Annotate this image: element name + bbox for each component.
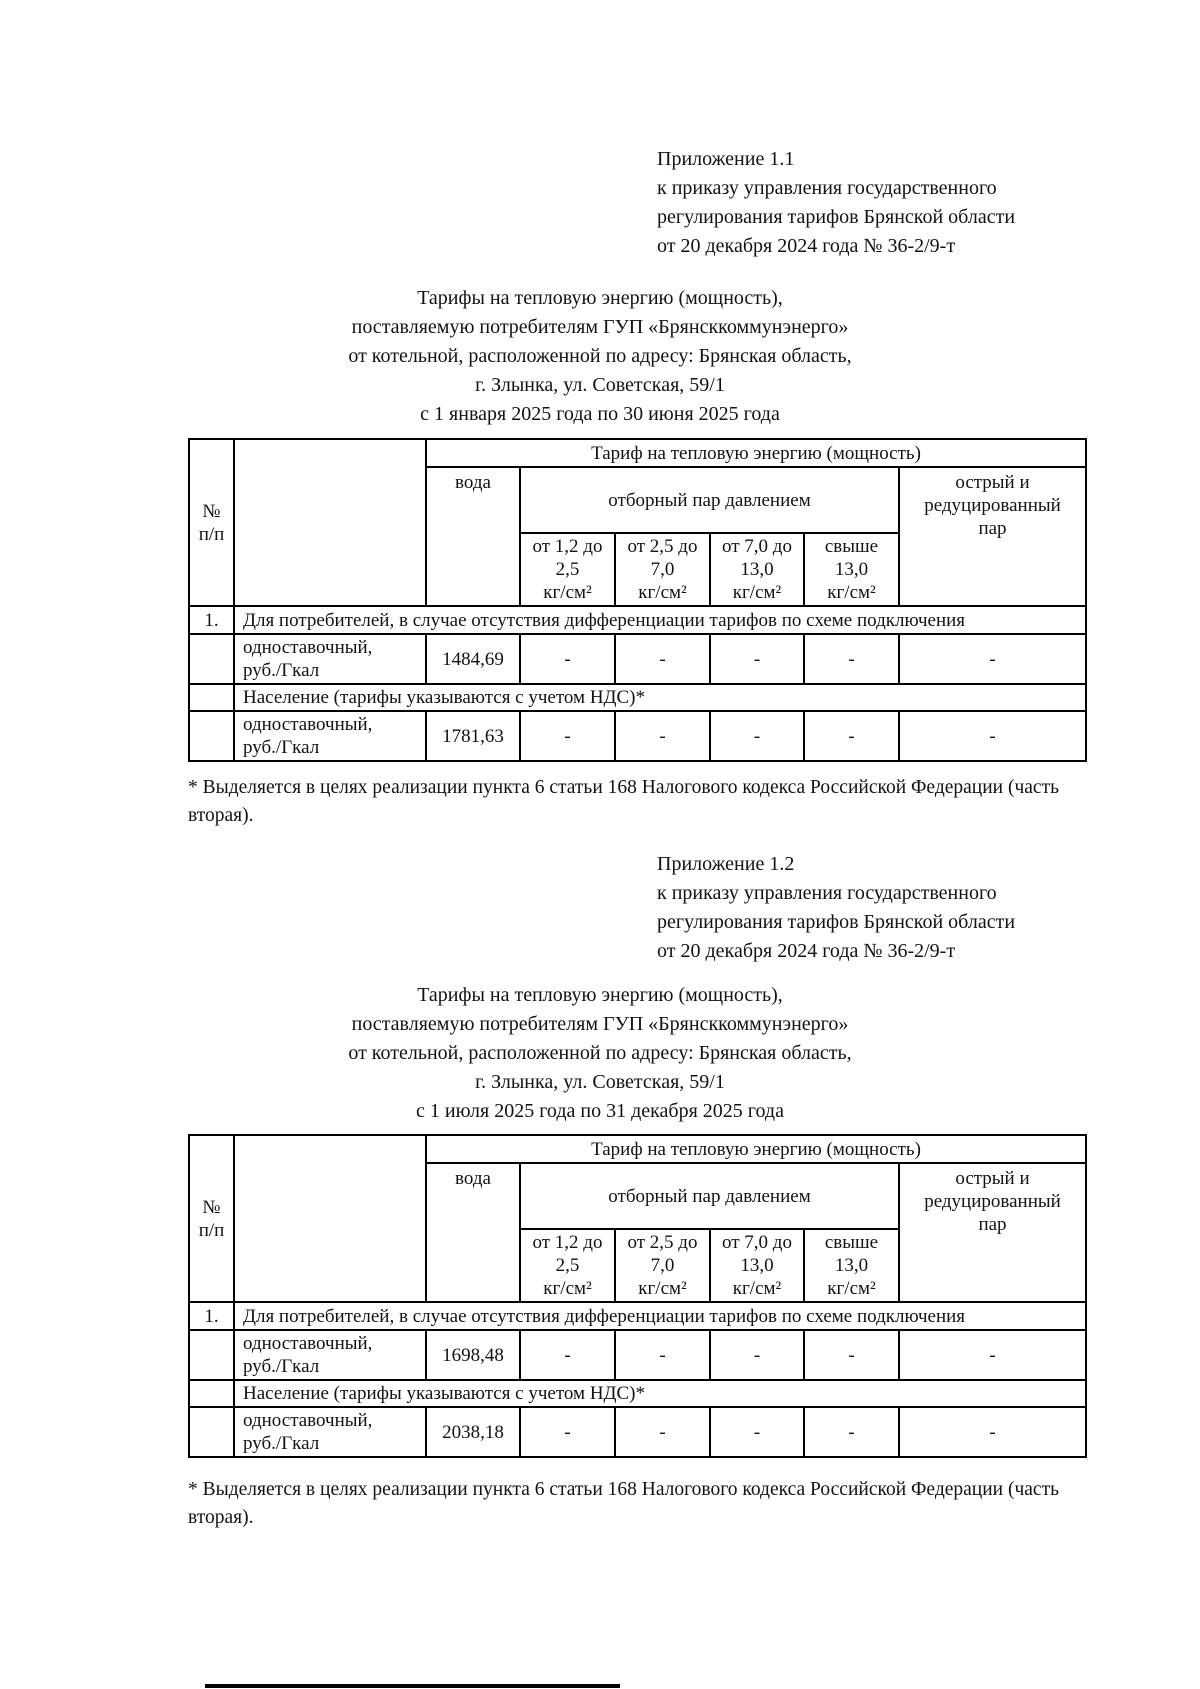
header-steam-range-cell: свыше 13,0 кг/см² — [803, 1228, 900, 1303]
dash-cell: - — [614, 1329, 711, 1381]
header-sharp-steam-cell: острый и редуцированный пар — [898, 1162, 1087, 1303]
header-steam-group-cell: отборный пар давлением — [519, 466, 900, 534]
dash-cell: - — [803, 633, 900, 685]
header-blank-cell — [233, 438, 427, 607]
empty-cell — [188, 1329, 235, 1381]
header-tariff-cell: Тариф на тепловую энергию (мощность) — [425, 438, 1087, 468]
tariff-table-2: № п/п Тариф на тепловую энергию (мощност… — [188, 1134, 1087, 1458]
appendix-header-line: Приложение 1.2 — [657, 853, 795, 875]
rate-value-cell: 1484,69 — [425, 633, 521, 685]
header-water-cell: вода — [425, 1162, 521, 1303]
rate-value-cell: 2038,18 — [425, 1406, 521, 1458]
footnote-line: вторая). — [188, 805, 254, 826]
header-steam-group-cell: отборный пар давлением — [519, 1162, 900, 1230]
dash-cell: - — [614, 1406, 711, 1458]
dash-cell: - — [898, 1406, 1087, 1458]
rate-label-cell: одноставочный, руб./Гкал — [233, 1329, 427, 1381]
header-steam-range-cell: от 2,5 до 7,0 кг/см² — [614, 532, 711, 607]
rate-label-cell: одноставочный, руб./Гкал — [233, 710, 427, 762]
header-blank-cell — [233, 1134, 427, 1303]
title-line: поставляемую потребителям ГУП «Брянскком… — [351, 316, 849, 338]
dash-cell: - — [898, 710, 1087, 762]
rate-label-cell: одноставочный, руб./Гкал — [233, 1406, 427, 1458]
header-steam-range-cell: от 7,0 до 13,0 кг/см² — [709, 532, 805, 607]
header-steam-range-cell: от 1,2 до 2,5 кг/см² — [519, 532, 616, 607]
empty-cell — [188, 683, 235, 712]
section-number-cell: 1. — [188, 605, 235, 635]
dash-cell: - — [709, 1406, 805, 1458]
dash-cell: - — [898, 1329, 1087, 1381]
title-line: от котельной, расположенной по адресу: Б… — [348, 345, 852, 367]
section-number-cell: 1. — [188, 1301, 235, 1331]
title-line: г. Злынка, ул. Советская, 59/1 — [475, 1071, 725, 1093]
title-line: Тарифы на тепловую энергию (мощность), — [417, 287, 783, 309]
title-line: с 1 июля 2025 года по 31 декабря 2025 го… — [416, 1100, 784, 1122]
tariff-table-1: № п/п Тариф на тепловую энергию (мощност… — [188, 438, 1087, 762]
title-line: Тарифы на тепловую энергию (мощность), — [417, 984, 783, 1006]
appendix-header-line: от 20 декабря 2024 года № 36-2/9-т — [657, 235, 956, 257]
header-water-cell: вода — [425, 466, 521, 607]
empty-cell — [188, 1406, 235, 1458]
dash-cell: - — [709, 633, 805, 685]
dash-cell: - — [519, 633, 616, 685]
dash-cell: - — [519, 1329, 616, 1381]
appendix-header-line: к приказу управления государственного — [657, 882, 997, 904]
section-label-cell: Для потребителей, в случае отсутствия ди… — [233, 1301, 1087, 1331]
dash-cell: - — [803, 1406, 900, 1458]
footnote-line: * Выделяется в целях реализации пункта 6… — [188, 777, 1060, 798]
rate-value-cell: 1698,48 — [425, 1329, 521, 1381]
appendix-header-line: к приказу управления государственного — [657, 177, 997, 199]
rate-value-cell: 1781,63 — [425, 710, 521, 762]
dash-cell: - — [614, 710, 711, 762]
header-steam-range-cell: от 1,2 до 2,5 кг/см² — [519, 1228, 616, 1303]
title-line: с 1 января 2025 года по 30 июня 2025 год… — [420, 403, 780, 425]
header-tariff-cell: Тариф на тепловую энергию (мощность) — [425, 1134, 1087, 1164]
appendix-1-header: Приложение 1.1 к приказу управления госу… — [657, 145, 1077, 261]
footnote-line: вторая). — [188, 1507, 254, 1528]
dash-cell: - — [519, 710, 616, 762]
header-no-cell: № п/п — [188, 1134, 235, 1303]
header-steam-range-cell: свыше 13,0 кг/см² — [803, 532, 900, 607]
header-steam-range-cell: от 7,0 до 13,0 кг/см² — [709, 1228, 805, 1303]
dash-cell: - — [803, 1329, 900, 1381]
appendix-header-line: регулирования тарифов Брянской области — [657, 206, 1016, 228]
dash-cell: - — [614, 633, 711, 685]
appendix-header-line: регулирования тарифов Брянской области — [657, 911, 1016, 933]
empty-cell — [188, 710, 235, 762]
dash-cell: - — [709, 710, 805, 762]
doc-title-2: Тарифы на тепловую энергию (мощность), п… — [0, 981, 1200, 1126]
footnote-1: * Выделяется в целях реализации пункта 6… — [188, 774, 1098, 830]
title-line: г. Злынка, ул. Советская, 59/1 — [475, 374, 725, 396]
header-steam-range-cell: от 2,5 до 7,0 кг/см² — [614, 1228, 711, 1303]
rate-label-cell: одноставочный, руб./Гкал — [233, 633, 427, 685]
footnote-line: * Выделяется в целях реализации пункта 6… — [188, 1479, 1060, 1500]
dash-cell: - — [898, 633, 1087, 685]
appendix-2-header: Приложение 1.2 к приказу управления госу… — [657, 850, 1077, 966]
dash-cell: - — [803, 710, 900, 762]
header-sharp-steam-cell: острый и редуцированный пар — [898, 466, 1087, 607]
section-label-cell: Для потребителей, в случае отсутствия ди… — [233, 605, 1087, 635]
doc-title-1: Тарифы на тепловую энергию (мощность), п… — [0, 284, 1200, 429]
empty-cell — [188, 1379, 235, 1408]
population-label-cell: Население (тарифы указываются с учетом Н… — [233, 1379, 1087, 1408]
dash-cell: - — [709, 1329, 805, 1381]
empty-cell — [188, 633, 235, 685]
appendix-header-line: от 20 декабря 2024 года № 36-2/9-т — [657, 940, 956, 962]
appendix-header-line: Приложение 1.1 — [657, 148, 795, 170]
title-line: поставляемую потребителям ГУП «Брянскком… — [351, 1013, 849, 1035]
scan-artifact-line — [205, 1684, 620, 1688]
title-line: от котельной, расположенной по адресу: Б… — [348, 1042, 852, 1064]
dash-cell: - — [519, 1406, 616, 1458]
header-no-cell: № п/п — [188, 438, 235, 607]
footnote-2: * Выделяется в целях реализации пункта 6… — [188, 1476, 1098, 1532]
population-label-cell: Население (тарифы указываются с учетом Н… — [233, 683, 1087, 712]
